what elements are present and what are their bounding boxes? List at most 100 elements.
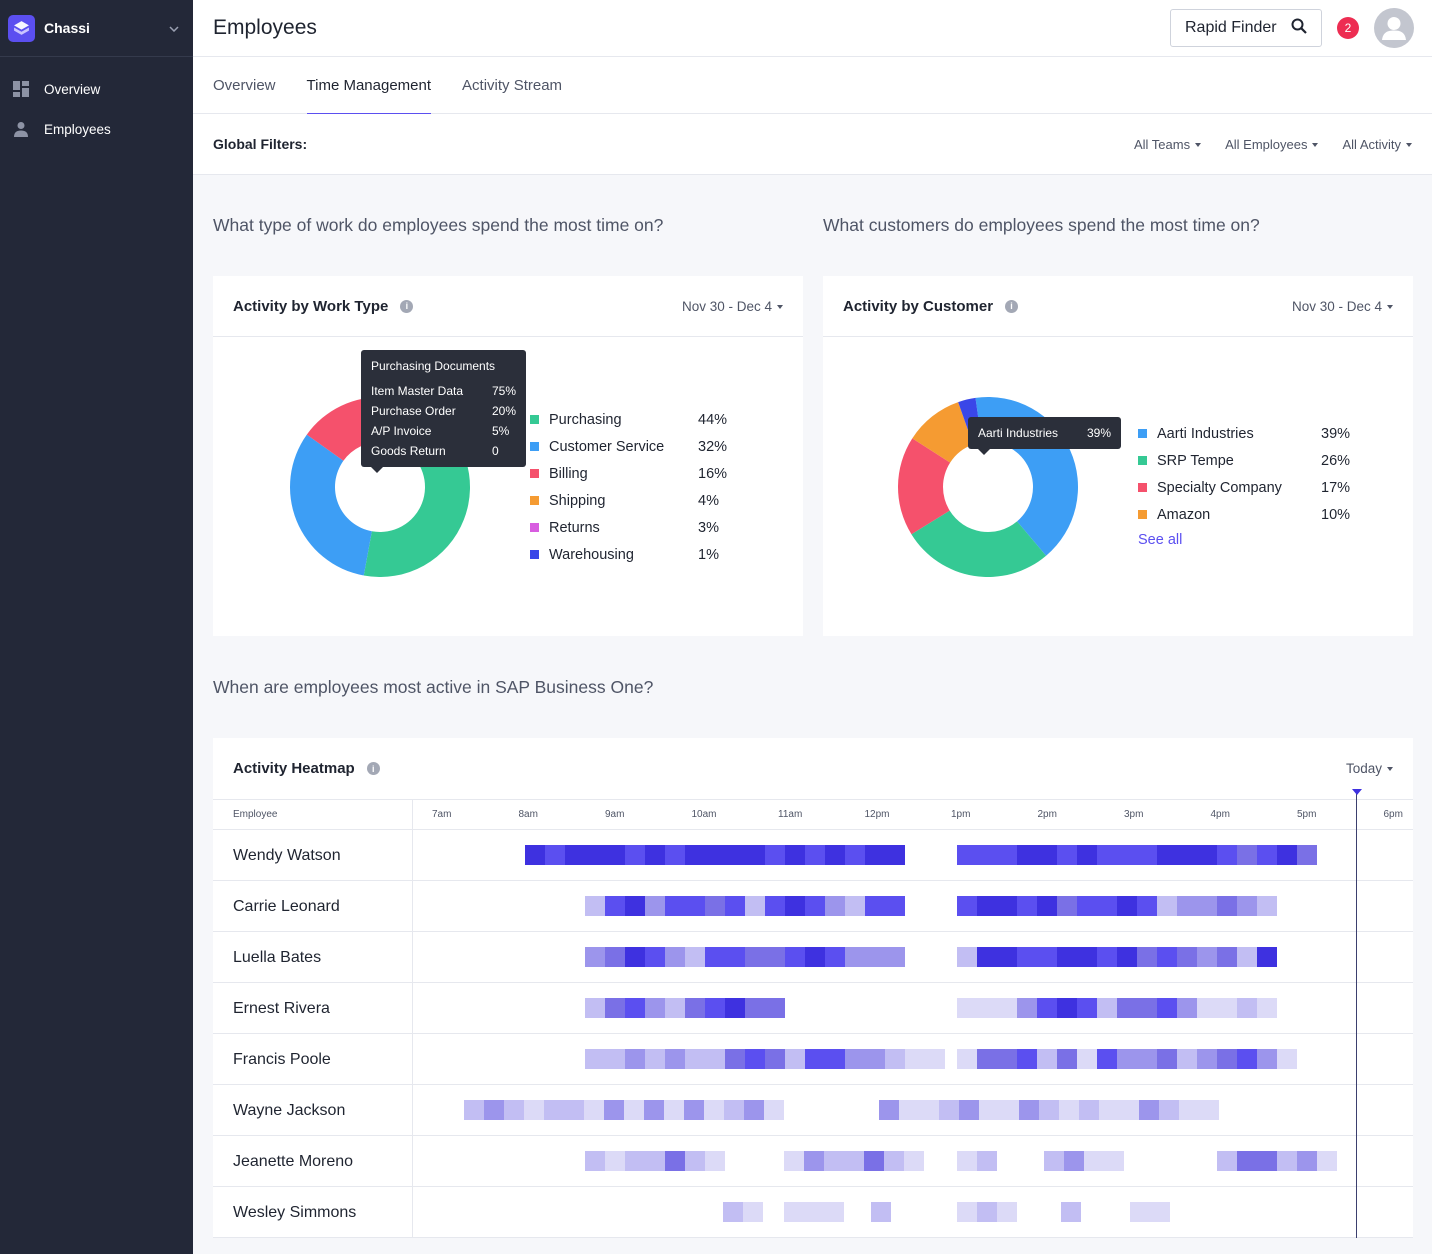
heatmap-cell[interactable] bbox=[604, 845, 625, 865]
heatmap-cell[interactable] bbox=[1017, 1049, 1037, 1069]
employee-name[interactable]: Carrie Leonard bbox=[233, 897, 340, 915]
heatmap-cell[interactable] bbox=[745, 896, 766, 916]
heatmap-cell[interactable] bbox=[884, 1151, 904, 1171]
heatmap-cell[interactable] bbox=[1237, 845, 1257, 865]
heatmap-cell[interactable] bbox=[1237, 1049, 1257, 1069]
heatmap-cell[interactable] bbox=[1257, 998, 1277, 1018]
legend-item[interactable]: Returns 3% bbox=[530, 514, 730, 541]
heatmap-cell[interactable] bbox=[997, 998, 1017, 1018]
workspace-switcher[interactable]: Chassi bbox=[0, 0, 193, 57]
heatmap-cell[interactable] bbox=[1257, 947, 1277, 967]
heatmap-cell[interactable] bbox=[1059, 1100, 1080, 1120]
heatmap-cell[interactable] bbox=[1130, 1202, 1150, 1222]
sidebar-item-overview[interactable]: Overview bbox=[0, 69, 193, 109]
heatmap-cell[interactable] bbox=[805, 896, 826, 916]
legend-item[interactable]: Shipping 4% bbox=[530, 487, 730, 514]
heatmap-cell[interactable] bbox=[524, 845, 545, 865]
heatmap-cell[interactable] bbox=[1097, 1049, 1117, 1069]
heatmap-cell[interactable] bbox=[977, 947, 997, 967]
heatmap-cell[interactable] bbox=[564, 845, 585, 865]
heatmap-cell[interactable] bbox=[644, 845, 665, 865]
heatmap-cell[interactable] bbox=[1017, 947, 1037, 967]
heatmap-cell[interactable] bbox=[1057, 1049, 1077, 1069]
heatmap-cell[interactable] bbox=[977, 1049, 997, 1069]
heatmap-cell[interactable] bbox=[685, 896, 706, 916]
heatmap-cell[interactable] bbox=[1117, 896, 1137, 916]
heatmap-cell[interactable] bbox=[645, 947, 666, 967]
teams-filter-dropdown[interactable]: All Teams bbox=[1134, 137, 1202, 152]
sidebar-item-employees[interactable]: Employees bbox=[0, 109, 193, 149]
date-range-dropdown[interactable]: Nov 30 - Dec 4 bbox=[682, 299, 783, 314]
heatmap-cell[interactable] bbox=[1276, 1151, 1297, 1171]
heatmap-cell[interactable] bbox=[1017, 896, 1037, 916]
heatmap-cell[interactable] bbox=[845, 947, 866, 967]
heatmap-cell[interactable] bbox=[705, 896, 726, 916]
heatmap-cell[interactable] bbox=[999, 1100, 1020, 1120]
heatmap-cell[interactable] bbox=[1177, 998, 1197, 1018]
heatmap-cell[interactable] bbox=[919, 1100, 940, 1120]
employee-name[interactable]: Luella Bates bbox=[233, 948, 322, 966]
heatmap-cell[interactable] bbox=[743, 1100, 764, 1120]
heatmap-cell[interactable] bbox=[725, 947, 746, 967]
heatmap-cell[interactable] bbox=[605, 1049, 626, 1069]
avatar[interactable] bbox=[1374, 8, 1414, 48]
heatmap-cell[interactable] bbox=[1077, 896, 1097, 916]
info-icon[interactable]: i bbox=[366, 762, 380, 775]
heatmap-cell[interactable] bbox=[997, 1049, 1017, 1069]
heatmap-cell[interactable] bbox=[1097, 845, 1117, 865]
heatmap-cell[interactable] bbox=[879, 1100, 900, 1120]
heatmap-cell[interactable] bbox=[804, 1151, 824, 1171]
heatmap-cell[interactable] bbox=[977, 896, 997, 916]
heatmap-cell[interactable] bbox=[603, 1100, 624, 1120]
heatmap-cell[interactable] bbox=[1097, 947, 1117, 967]
heatmap-cell[interactable] bbox=[683, 1100, 704, 1120]
heatmap-cell[interactable] bbox=[1137, 947, 1157, 967]
heatmap-cell[interactable] bbox=[1217, 998, 1237, 1018]
heatmap-cell[interactable] bbox=[870, 1202, 891, 1222]
legend-item[interactable]: Amazon 10% bbox=[1138, 501, 1353, 528]
see-all-link[interactable]: See all bbox=[1138, 532, 1183, 548]
heatmap-cell[interactable] bbox=[925, 1049, 946, 1069]
heatmap-cell[interactable] bbox=[1017, 998, 1037, 1018]
heatmap-cell[interactable] bbox=[977, 998, 997, 1018]
heatmap-cell[interactable] bbox=[884, 845, 905, 865]
heatmap-cell[interactable] bbox=[743, 1202, 764, 1222]
heatmap-cell[interactable] bbox=[1060, 1202, 1081, 1222]
heatmap-cell[interactable] bbox=[1217, 896, 1237, 916]
heatmap-cell[interactable] bbox=[1077, 845, 1097, 865]
heatmap-cell[interactable] bbox=[725, 896, 746, 916]
heatmap-cell[interactable] bbox=[1063, 1151, 1084, 1171]
heatmap-cell[interactable] bbox=[844, 1151, 864, 1171]
heatmap-cell[interactable] bbox=[1119, 1100, 1140, 1120]
heatmap-cell[interactable] bbox=[1277, 845, 1297, 865]
heatmap-cell[interactable] bbox=[904, 1151, 924, 1171]
tab-time-management[interactable]: Time Management bbox=[306, 57, 431, 115]
heatmap-cell[interactable] bbox=[785, 1049, 806, 1069]
heatmap-cell[interactable] bbox=[665, 998, 686, 1018]
heatmap-cell[interactable] bbox=[1017, 845, 1037, 865]
heatmap-cell[interactable] bbox=[1257, 896, 1277, 916]
heatmap-cell[interactable] bbox=[977, 1151, 997, 1171]
employees-filter-dropdown[interactable]: All Employees bbox=[1225, 137, 1319, 152]
heatmap-cell[interactable] bbox=[1197, 998, 1217, 1018]
heatmap-cell[interactable] bbox=[483, 1100, 504, 1120]
heatmap-cell[interactable] bbox=[1216, 1151, 1237, 1171]
heatmap-cell[interactable] bbox=[625, 1151, 646, 1171]
heatmap-cell[interactable] bbox=[825, 947, 846, 967]
heatmap-cell[interactable] bbox=[1159, 1100, 1180, 1120]
legend-item[interactable]: Billing 16% bbox=[530, 460, 730, 487]
heatmap-cell[interactable] bbox=[957, 998, 977, 1018]
heatmap-cell[interactable] bbox=[685, 947, 706, 967]
heatmap-cell[interactable] bbox=[584, 845, 605, 865]
heatmap-cell[interactable] bbox=[1157, 845, 1177, 865]
heatmap-cell[interactable] bbox=[1157, 896, 1177, 916]
heatmap-cell[interactable] bbox=[643, 1100, 664, 1120]
heatmap-cell[interactable] bbox=[1236, 1151, 1257, 1171]
heatmap-cell[interactable] bbox=[864, 845, 885, 865]
heatmap-cell[interactable] bbox=[825, 1049, 846, 1069]
heatmap-cell[interactable] bbox=[1037, 1049, 1057, 1069]
heatmap-cell[interactable] bbox=[1037, 845, 1057, 865]
heatmap-cell[interactable] bbox=[1039, 1100, 1060, 1120]
heatmap-cell[interactable] bbox=[705, 947, 726, 967]
date-range-dropdown[interactable]: Nov 30 - Dec 4 bbox=[1292, 299, 1393, 314]
